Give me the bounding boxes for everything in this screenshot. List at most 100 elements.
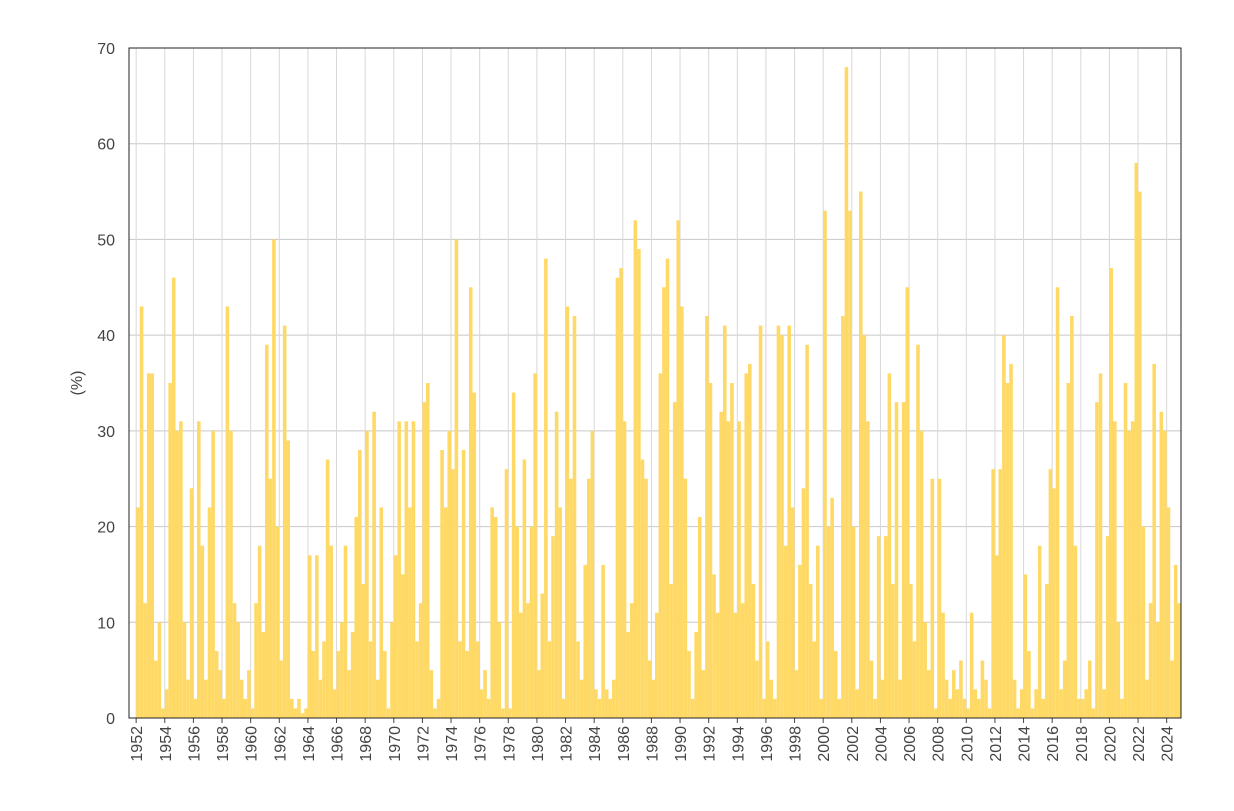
bar — [225, 306, 230, 718]
x-tick-label: 2000 — [816, 726, 833, 762]
bar — [1113, 421, 1117, 718]
x-tick-label: 1962 — [272, 726, 289, 762]
bar — [583, 564, 588, 718]
bar — [658, 373, 663, 718]
bar — [386, 708, 391, 718]
bar — [540, 593, 545, 718]
x-tick-label: 1970 — [387, 726, 404, 762]
x-tick-label: 1976 — [473, 726, 490, 762]
bar — [876, 536, 881, 718]
bar — [1148, 603, 1153, 718]
bar — [383, 651, 387, 718]
bar — [680, 306, 684, 718]
bar — [315, 555, 319, 718]
bar — [758, 325, 763, 718]
bar — [647, 660, 652, 718]
x-tick-label: 2018 — [1074, 726, 1091, 762]
bar — [991, 469, 995, 718]
bar — [329, 545, 333, 718]
x-tick-label: 1952 — [129, 726, 146, 762]
bar — [1005, 383, 1010, 718]
bar — [676, 220, 681, 719]
bar — [443, 507, 448, 718]
bar — [268, 478, 273, 718]
y-tick-label: 40 — [97, 328, 115, 345]
bar — [336, 651, 341, 718]
x-tick-label: 2024 — [1160, 726, 1177, 762]
bar — [483, 670, 487, 718]
bar — [941, 612, 945, 718]
x-tick-label: 1968 — [358, 726, 375, 762]
bar — [139, 306, 144, 718]
bar — [150, 373, 155, 718]
bar — [565, 306, 570, 718]
x-tick-label: 1954 — [158, 726, 175, 762]
x-tick-label: 2020 — [1102, 726, 1119, 762]
bar — [1034, 689, 1038, 718]
bar — [200, 545, 205, 718]
bar — [783, 545, 788, 718]
bar — [773, 698, 777, 718]
bar — [425, 383, 430, 718]
y-axis-label: (%) — [69, 371, 86, 396]
bar — [615, 277, 620, 718]
bar — [959, 660, 963, 718]
bar — [1016, 708, 1020, 718]
bar — [1062, 660, 1067, 718]
y-tick-label: 50 — [97, 232, 115, 249]
bar — [733, 612, 738, 718]
bar — [894, 402, 899, 718]
bar — [969, 612, 974, 718]
bar — [887, 373, 892, 718]
bar — [189, 488, 194, 718]
bar — [468, 287, 473, 718]
bar — [873, 698, 877, 718]
bar — [1177, 603, 1181, 718]
bar — [722, 325, 727, 718]
bar — [243, 698, 248, 718]
y-tick-label: 70 — [97, 41, 115, 58]
bar — [307, 555, 312, 718]
bar — [214, 651, 219, 718]
plot-frame — [128, 47, 1182, 719]
bar — [196, 421, 201, 718]
bar — [787, 325, 791, 718]
bar — [461, 450, 466, 718]
bar — [726, 421, 731, 718]
bar — [293, 708, 298, 718]
x-tick-label: 2008 — [931, 726, 948, 762]
bar — [204, 679, 208, 718]
bar — [640, 459, 645, 718]
x-tick-label: 2012 — [988, 726, 1005, 762]
bar — [561, 698, 566, 718]
bar — [547, 641, 552, 718]
x-tick-label: 2014 — [1017, 726, 1034, 762]
bar — [318, 679, 323, 718]
bar — [390, 622, 394, 718]
bar — [340, 622, 344, 718]
bar — [987, 708, 992, 718]
bar — [948, 698, 952, 718]
bar — [429, 670, 434, 718]
bar — [554, 411, 559, 718]
bar — [551, 536, 555, 718]
bar — [250, 708, 255, 718]
bar — [841, 316, 845, 718]
bar — [909, 584, 913, 718]
bar — [869, 660, 874, 718]
bar — [508, 708, 512, 718]
bar — [136, 507, 140, 718]
bar — [690, 698, 695, 718]
bar — [740, 603, 745, 718]
bar — [379, 507, 384, 718]
x-tick-label: 1986 — [616, 726, 633, 762]
bar — [358, 450, 362, 718]
bar — [801, 488, 806, 718]
bar — [819, 698, 824, 718]
bar — [780, 335, 784, 718]
bar — [533, 373, 537, 718]
bar — [962, 698, 967, 718]
bar — [1173, 564, 1178, 718]
bar — [361, 584, 366, 718]
